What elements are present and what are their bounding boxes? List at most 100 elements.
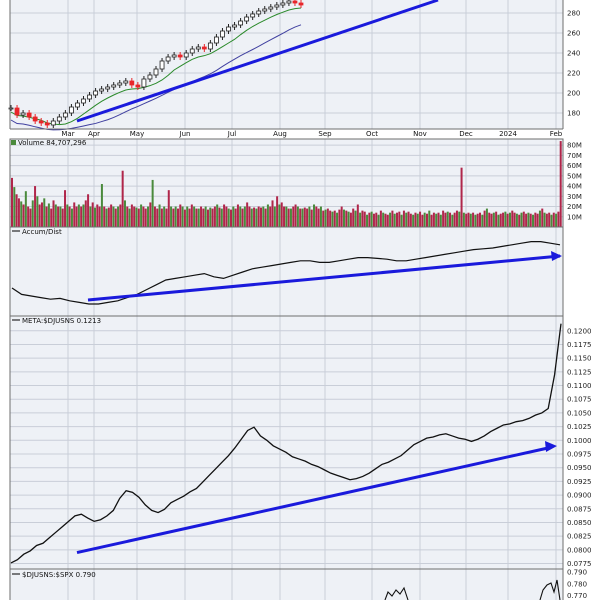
volume-bar	[31, 200, 34, 227]
volume-bar	[87, 194, 90, 227]
volume-bar	[372, 213, 375, 227]
volume-bar	[481, 214, 484, 227]
y-tick-label: 0.0975	[567, 451, 592, 459]
volume-bar	[278, 204, 281, 227]
volume-bar	[52, 200, 55, 227]
volume-bar	[419, 211, 422, 227]
y-tick-label: 0.0950	[567, 464, 592, 472]
volume-bar	[77, 204, 80, 227]
volume-bar	[361, 210, 364, 227]
volume-bar	[379, 210, 382, 227]
volume-bar	[80, 206, 83, 227]
volume-bar	[497, 214, 500, 227]
volume-bar	[156, 208, 159, 227]
y-tick-label: 0.1075	[567, 396, 592, 404]
volume-bar	[167, 190, 170, 227]
volume-bar	[359, 212, 362, 227]
volume-bar	[559, 141, 562, 227]
volume-bar	[220, 208, 223, 227]
volume-bar	[370, 211, 373, 227]
volume-bar	[423, 212, 426, 227]
volume-bar	[550, 214, 553, 227]
volume-bar	[453, 212, 456, 227]
accum-dist-panel	[10, 227, 563, 316]
volume-bar	[476, 213, 479, 227]
volume-bar	[543, 212, 546, 227]
volume-bar	[29, 208, 32, 227]
candle-body	[81, 98, 86, 104]
volume-bar	[534, 212, 537, 227]
volume-bar	[515, 213, 518, 227]
volume-bar	[416, 213, 419, 227]
candle-body	[50, 120, 56, 126]
y-tick-label: 180	[567, 110, 580, 118]
volume-bar	[522, 211, 525, 227]
volume-bar	[248, 206, 251, 227]
volume-bar	[504, 211, 507, 227]
volume-bar	[352, 208, 355, 227]
volume-bar	[354, 210, 357, 227]
candle-body	[123, 80, 129, 84]
volume-bar	[400, 214, 403, 227]
x-tick-label: Nov	[413, 130, 427, 138]
y-tick-label: 0.1200	[567, 327, 592, 335]
volume-bar	[190, 204, 193, 227]
candle-body	[226, 26, 231, 32]
y-tick-label: 20M	[567, 203, 582, 211]
ma-long-line	[10, 24, 302, 131]
volume-bar	[469, 213, 472, 227]
volume-bar	[495, 211, 498, 227]
volume-bar	[22, 204, 25, 227]
candle-body	[232, 24, 237, 28]
volume-bar	[135, 207, 138, 227]
candle-body	[147, 74, 153, 80]
volume-bar	[188, 208, 191, 227]
volume-bar	[262, 206, 265, 227]
candle-body	[129, 80, 135, 86]
volume-bar	[409, 213, 412, 227]
candle-body	[153, 68, 159, 76]
y-tick-label: 0.0800	[567, 546, 592, 554]
volume-bar	[91, 202, 94, 227]
candle-body	[207, 42, 213, 50]
volume-bar	[492, 212, 495, 227]
volume-bar	[306, 208, 309, 227]
volume-bar	[271, 200, 274, 227]
y-tick-label: 40M	[567, 183, 582, 191]
volume-bar	[322, 210, 325, 227]
volume-bar	[368, 212, 371, 227]
candle-body	[99, 88, 105, 92]
volume-bar	[197, 208, 200, 227]
y-tick-label: 50M	[567, 172, 582, 180]
volume-bar	[45, 206, 48, 227]
chart-marks: Mar Apr May Jun Jul Aug Sep Oct Nov Dec 2024 Feb 180…	[8, 0, 592, 600]
y-tick-label: 0.0875	[567, 505, 592, 513]
candle-body	[274, 4, 280, 8]
volume-bar	[160, 208, 163, 227]
volume-bar	[176, 208, 179, 227]
candle-body	[38, 120, 44, 124]
volume-bar	[100, 184, 103, 227]
candle-body	[298, 2, 304, 6]
volume-bar	[193, 206, 196, 227]
volume-bar	[508, 212, 511, 227]
volume-bar	[391, 210, 394, 227]
volume-bar	[183, 209, 186, 227]
y-tick-label: 260	[567, 30, 580, 38]
volume-bar	[259, 207, 262, 227]
volume-bar	[386, 214, 389, 227]
volume-bar	[529, 213, 532, 227]
candle-body	[93, 90, 98, 96]
volume-bar	[147, 206, 150, 227]
volume-bar	[555, 213, 558, 227]
candle-body	[44, 122, 50, 126]
y-tick-label: 60M	[567, 162, 582, 170]
volume-bar	[158, 204, 161, 227]
volume-bar	[326, 208, 329, 227]
volume-bar	[123, 200, 126, 227]
volume-bar	[105, 208, 108, 227]
candle-body	[250, 13, 256, 18]
volume-bar	[329, 210, 332, 227]
candle-body	[244, 16, 250, 22]
